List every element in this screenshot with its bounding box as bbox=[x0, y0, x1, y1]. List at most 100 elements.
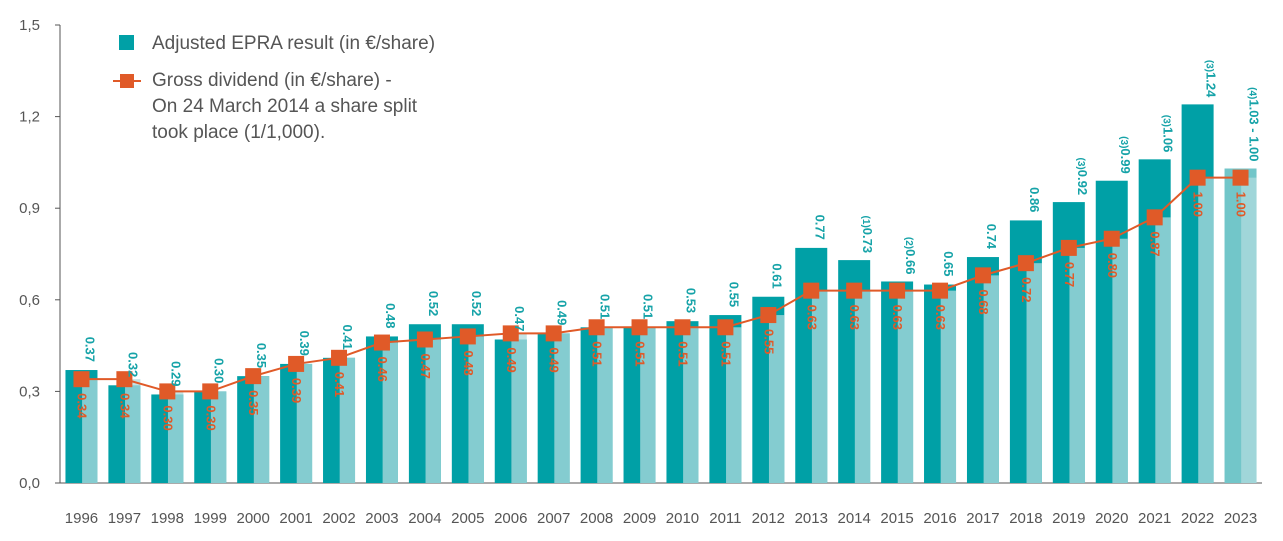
dividend-value-label: 0.72 bbox=[1019, 277, 1034, 302]
bar-value-label: 0.32 bbox=[125, 352, 140, 377]
dividend-value-label: 0.63 bbox=[933, 305, 948, 330]
dividend-marker bbox=[717, 319, 734, 336]
dividend-marker bbox=[116, 371, 133, 388]
bar-value-label: 0.41 bbox=[340, 325, 355, 350]
dividend-marker bbox=[974, 267, 991, 284]
dividend-marker bbox=[202, 383, 219, 400]
dividend-value-label: 0.68 bbox=[976, 289, 991, 314]
bar-dividend-overlay bbox=[683, 327, 699, 483]
bar-dividend-overlay bbox=[854, 290, 871, 483]
dividend-marker bbox=[459, 328, 476, 345]
bar-value-label: 0.77 bbox=[812, 215, 827, 240]
dividend-line bbox=[73, 169, 1249, 400]
x-tick-label: 1998 bbox=[151, 510, 184, 527]
dividend-marker bbox=[545, 325, 562, 342]
dividend-value-label: 0.63 bbox=[890, 305, 905, 330]
dividend-value-label: 0.39 bbox=[289, 378, 304, 403]
dividend-line-path bbox=[81, 176, 1241, 393]
bar-dividend-overlay bbox=[897, 290, 914, 483]
x-tick-label: 2008 bbox=[580, 510, 613, 527]
bar-value-label: (3)0.92 bbox=[1075, 158, 1090, 196]
dividend-value-label: 0.35 bbox=[246, 390, 261, 415]
bar-value-label: 0.51 bbox=[641, 294, 656, 319]
y-tick-label: 0,3 bbox=[19, 383, 40, 400]
dividend-marker bbox=[331, 349, 348, 366]
bar-value-label: 0.48 bbox=[383, 303, 398, 328]
dividend-value-label: 0.80 bbox=[1105, 253, 1120, 278]
bar-value-label: 0.30 bbox=[211, 358, 226, 383]
bar-dividend-overlay bbox=[597, 327, 613, 483]
bar-dividend-overlay bbox=[811, 290, 828, 483]
bar-value-label: 0.39 bbox=[297, 331, 312, 356]
legend-swatch-bar bbox=[119, 35, 134, 50]
legend-label-line: Gross dividend (in €/share) - bbox=[152, 70, 392, 91]
y-tick-label: 1,5 bbox=[19, 17, 40, 34]
bar-value-label: (2)0.66 bbox=[903, 237, 918, 275]
legend-label-bar: Adjusted EPRA result (in €/share) bbox=[152, 33, 435, 54]
dividend-value-label: 1.00 bbox=[1191, 192, 1206, 217]
legend-note-line-2: took place (1/1,000). bbox=[152, 122, 325, 143]
dividend-value-label: 0.51 bbox=[718, 341, 733, 366]
x-tick-label: 2016 bbox=[923, 510, 956, 527]
bar-dividend-overlay bbox=[253, 376, 270, 483]
dividend-marker bbox=[846, 282, 863, 299]
dividend-value-label: 0.49 bbox=[547, 347, 562, 372]
dividend-value-label: 0.34 bbox=[117, 393, 132, 419]
y-tick-label: 0,6 bbox=[19, 292, 40, 309]
data-labels: 0.37 0.32 0.29 0.30 0.35 0.39 0.41 0.48 0.52 0.52… bbox=[74, 60, 1261, 431]
dividend-marker bbox=[1189, 169, 1206, 186]
bar-value-footnote: (4) bbox=[1247, 87, 1258, 99]
dividend-value-label: 0.30 bbox=[203, 405, 218, 430]
x-tick-label: 1996 bbox=[65, 510, 98, 527]
dividend-marker bbox=[932, 282, 949, 299]
bar-value-label: 0.47 bbox=[512, 306, 527, 331]
dividend-value-label: 0.63 bbox=[847, 305, 862, 330]
bar-value-label: 0.55 bbox=[726, 282, 741, 307]
bar-dividend-overlay bbox=[210, 391, 227, 483]
x-tick-label: 2017 bbox=[966, 510, 999, 527]
bar-value-label: 0.86 bbox=[1027, 187, 1042, 212]
x-tick-label: 2013 bbox=[795, 510, 828, 527]
bar-value-label: 0.51 bbox=[598, 294, 613, 319]
bar-dividend-overlay bbox=[983, 275, 999, 483]
dividend-value-label: 0.30 bbox=[160, 405, 175, 430]
dividend-value-label: 0.55 bbox=[761, 329, 776, 354]
x-tick-label: 2007 bbox=[537, 510, 570, 527]
x-tick-label: 2021 bbox=[1138, 510, 1171, 527]
bar-value-label: (1)0.73 bbox=[860, 216, 875, 254]
dividend-value-label: 1.00 bbox=[1234, 192, 1249, 217]
x-tick-label: 2006 bbox=[494, 510, 527, 527]
dividend-marker bbox=[416, 331, 433, 348]
bar-dividend-overlay bbox=[296, 363, 313, 483]
dividend-value-label: 0.48 bbox=[461, 350, 476, 375]
bar-value-label: 0.53 bbox=[683, 288, 698, 313]
dividend-marker bbox=[1017, 255, 1034, 272]
dividend-marker bbox=[1146, 209, 1163, 226]
dividend-marker bbox=[1060, 239, 1077, 256]
dividend-marker bbox=[674, 319, 691, 336]
y-tick-label: 0,0 bbox=[19, 475, 40, 492]
bar-dividend-overlay bbox=[382, 342, 398, 483]
legend-note-line-1: On 24 March 2014 a share split bbox=[152, 96, 418, 117]
bar-value-footnote: (3) bbox=[1075, 158, 1086, 170]
x-tick-label: 2015 bbox=[880, 510, 913, 527]
dividend-marker bbox=[803, 282, 820, 299]
dividend-marker bbox=[373, 334, 390, 351]
dividend-value-label: 0.51 bbox=[675, 341, 690, 366]
dividend-value-label: 0.46 bbox=[375, 357, 390, 382]
bar-dividend-overlay bbox=[554, 333, 570, 483]
bar-dividend-overlay bbox=[339, 357, 356, 483]
x-tick-label: 2014 bbox=[837, 510, 870, 527]
dividend-marker bbox=[502, 325, 519, 342]
dividend-marker bbox=[889, 282, 906, 299]
bar-dividend-overlay bbox=[640, 327, 656, 483]
x-tick-label: 2020 bbox=[1095, 510, 1128, 527]
bar-value-footnote: (3) bbox=[1118, 136, 1129, 148]
x-tick-label: 2005 bbox=[451, 510, 484, 527]
bar-value-label: 0.65 bbox=[941, 251, 956, 276]
dividend-value-label: 0.47 bbox=[418, 353, 433, 378]
dividend-value-label: 0.87 bbox=[1148, 231, 1163, 256]
x-tick-label: 2011 bbox=[709, 510, 741, 527]
bar-value-footnote: (1) bbox=[860, 216, 871, 228]
